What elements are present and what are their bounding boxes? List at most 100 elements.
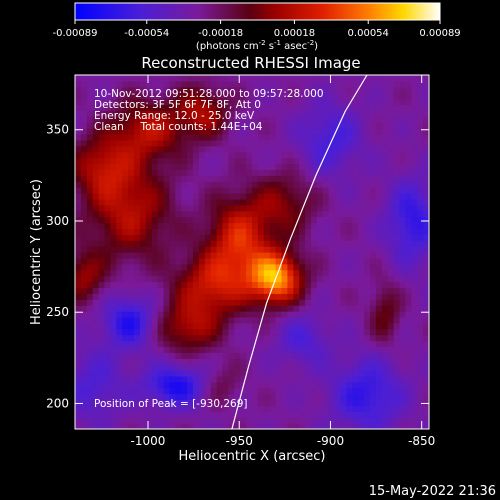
heatmap-cell bbox=[269, 210, 277, 218]
heatmap-cell bbox=[381, 169, 389, 176]
heatmap-cell bbox=[228, 399, 235, 406]
heatmap-cell bbox=[252, 104, 259, 111]
heatmap-cell bbox=[163, 257, 170, 265]
heatmap-cell bbox=[293, 328, 300, 336]
heatmap-cell bbox=[198, 175, 206, 182]
heatmap-cell bbox=[193, 187, 200, 194]
heatmap-cell bbox=[311, 287, 318, 294]
heatmap-cell bbox=[423, 358, 429, 365]
heatmap-cell bbox=[287, 198, 294, 206]
heatmap-cell bbox=[151, 163, 159, 170]
heatmap-cell bbox=[405, 269, 412, 277]
heatmap-cell bbox=[263, 122, 271, 129]
heatmap-cell bbox=[405, 193, 412, 200]
heatmap-cell bbox=[287, 92, 294, 100]
heatmap-cell bbox=[92, 423, 100, 429]
heatmap-cell bbox=[322, 340, 330, 347]
heatmap-cell bbox=[334, 193, 342, 200]
heatmap-cell bbox=[316, 322, 324, 330]
heatmap-cell bbox=[104, 204, 111, 212]
heatmap-cell bbox=[405, 98, 412, 106]
heatmap-cell bbox=[328, 399, 336, 406]
heatmap-cell bbox=[116, 281, 123, 288]
heatmap-cell bbox=[86, 216, 94, 224]
heatmap-cell bbox=[287, 263, 294, 271]
heatmap-cell bbox=[98, 198, 106, 206]
heatmap-cell bbox=[423, 139, 429, 147]
heatmap-cell bbox=[287, 287, 294, 294]
heatmap-cell bbox=[181, 263, 188, 271]
heatmap-cell bbox=[364, 358, 371, 365]
heatmap-cell bbox=[311, 346, 318, 353]
heatmap-cell bbox=[228, 151, 235, 159]
heatmap-cell bbox=[411, 269, 418, 277]
heatmap-cell bbox=[80, 311, 88, 318]
heatmap-cell bbox=[134, 411, 141, 418]
heatmap-cell bbox=[370, 352, 377, 359]
heatmap-cell bbox=[269, 417, 277, 424]
heatmap-cell bbox=[346, 169, 353, 176]
heatmap-cell bbox=[305, 98, 312, 106]
heatmap-cell bbox=[305, 92, 312, 100]
heatmap-cell bbox=[263, 110, 271, 117]
heatmap-cell bbox=[204, 75, 212, 82]
heatmap-cell bbox=[305, 322, 312, 330]
heatmap-cell bbox=[405, 198, 412, 206]
heatmap-cell bbox=[204, 417, 212, 424]
heatmap-cell bbox=[234, 110, 241, 117]
heatmap-cell bbox=[204, 86, 212, 94]
heatmap-cell bbox=[98, 316, 106, 324]
heatmap-cell bbox=[334, 405, 342, 412]
heatmap-cell bbox=[145, 104, 153, 111]
heatmap-cell bbox=[80, 423, 88, 429]
heatmap-cell bbox=[246, 222, 253, 229]
heatmap-cell bbox=[287, 405, 294, 412]
heatmap-cell bbox=[92, 80, 100, 88]
heatmap-cell bbox=[193, 116, 200, 123]
heatmap-cell bbox=[375, 417, 383, 424]
heatmap-cell bbox=[122, 364, 129, 371]
heatmap-cell bbox=[405, 275, 412, 283]
heatmap-cell bbox=[122, 393, 129, 401]
heatmap-cell bbox=[281, 210, 288, 218]
heatmap-cell bbox=[405, 399, 412, 406]
heatmap-cell bbox=[352, 157, 359, 165]
heatmap-cell bbox=[257, 80, 265, 88]
heatmap-cell bbox=[364, 228, 371, 235]
heatmap-cell bbox=[175, 281, 182, 288]
heatmap-cell bbox=[98, 370, 106, 377]
heatmap-cell bbox=[393, 104, 401, 111]
heatmap-cell bbox=[80, 157, 88, 165]
heatmap-cell bbox=[86, 399, 94, 406]
heatmap-cell bbox=[193, 257, 200, 265]
heatmap-cell bbox=[387, 352, 395, 359]
heatmap-cell bbox=[181, 204, 188, 212]
heatmap-cell bbox=[193, 122, 200, 129]
heatmap-cell bbox=[370, 163, 377, 170]
heatmap-cell bbox=[252, 110, 259, 117]
heatmap-cell bbox=[293, 198, 300, 206]
heatmap-cell bbox=[352, 86, 359, 94]
heatmap-cell bbox=[387, 316, 395, 324]
heatmap-cell bbox=[411, 322, 418, 330]
heatmap-cell bbox=[364, 210, 371, 218]
heatmap-cell bbox=[175, 405, 182, 412]
colorbar: -0.00089 -0.00054 -0.00018 0.00018 0.00054 0.… bbox=[53, 2, 461, 52]
heatmap-cell bbox=[75, 281, 82, 288]
heatmap-cell bbox=[311, 198, 318, 206]
heatmap-cell bbox=[246, 346, 253, 353]
heatmap-cell bbox=[375, 316, 383, 324]
heatmap-cell bbox=[210, 411, 218, 418]
heatmap-cell bbox=[210, 157, 218, 165]
heatmap-cell bbox=[257, 163, 265, 170]
heatmap-cell bbox=[216, 370, 224, 377]
heatmap-cell bbox=[246, 311, 253, 318]
heatmap-cell bbox=[122, 104, 129, 111]
heatmap-cell bbox=[370, 122, 377, 129]
heatmap-cell bbox=[169, 134, 176, 141]
plot-frame bbox=[74, 74, 430, 430]
heatmap-cell bbox=[175, 169, 182, 176]
heatmap-cell bbox=[405, 92, 412, 100]
heatmap-cell bbox=[299, 311, 306, 318]
heatmap-cell bbox=[116, 204, 123, 212]
